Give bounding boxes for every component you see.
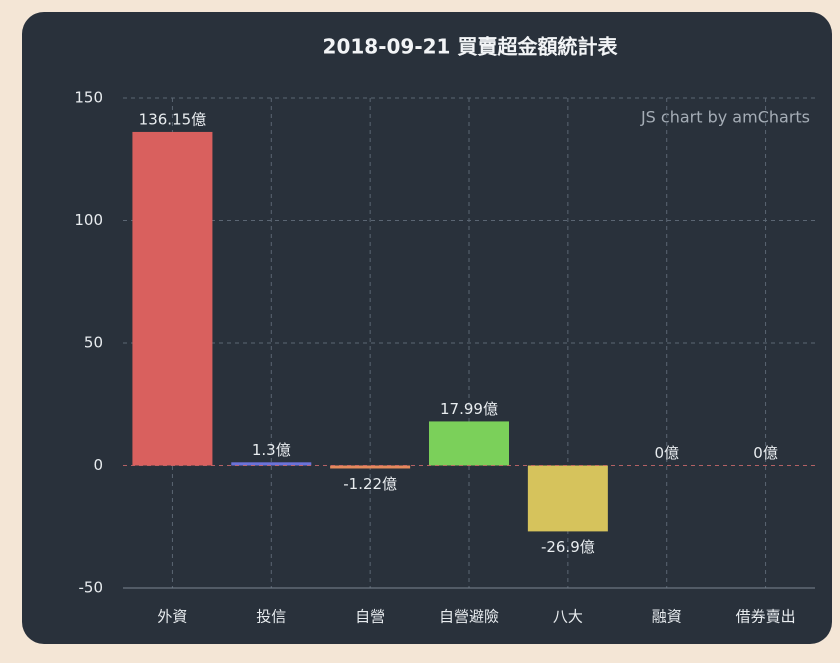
- value-label: 0億: [654, 444, 679, 462]
- x-tick-label: 外資: [157, 608, 187, 626]
- x-tick-label: 自營: [355, 608, 385, 626]
- panel: [22, 12, 832, 644]
- x-tick-label: 投信: [256, 608, 286, 626]
- bar: [132, 131, 213, 466]
- x-tick-label: 融資: [652, 608, 682, 626]
- y-tick-label: -50: [79, 579, 104, 597]
- value-label: 136.15億: [139, 110, 207, 128]
- x-tick-label: 借券賣出: [736, 608, 796, 626]
- chart-title: 2018-09-21 買賣超金額統計表: [323, 35, 619, 59]
- watermark: JS chart by amCharts: [640, 108, 810, 127]
- y-tick-label: 150: [74, 89, 103, 107]
- value-label: 17.99億: [440, 400, 498, 418]
- bar: [429, 421, 509, 466]
- value-label: -26.9億: [541, 538, 595, 556]
- y-tick-label: 100: [74, 211, 103, 229]
- value-label: -1.22億: [343, 475, 397, 493]
- x-tick-label: 自營避險: [439, 608, 499, 626]
- y-tick-label: 50: [84, 334, 103, 352]
- bar: [527, 465, 608, 532]
- bar: [231, 462, 312, 466]
- value-label: 1.3億: [252, 441, 291, 459]
- y-tick-label: 0: [93, 456, 103, 474]
- bar: [330, 465, 411, 469]
- x-tick-label: 八大: [553, 608, 583, 626]
- value-label: 0億: [753, 444, 778, 462]
